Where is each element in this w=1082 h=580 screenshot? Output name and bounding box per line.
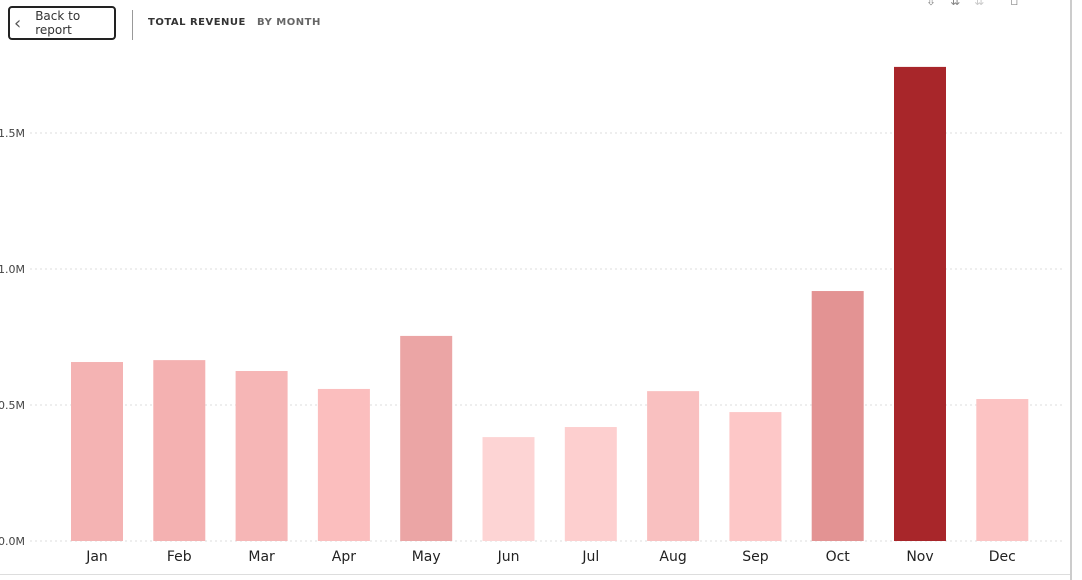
bar-sep[interactable]: [729, 412, 782, 541]
x-tick-label: Dec: [989, 549, 1016, 565]
x-tick-label: May: [412, 549, 441, 565]
y-tick-label: 1.5M: [0, 127, 25, 140]
x-tick-label: Mar: [248, 549, 275, 565]
visual-toolbar: ⇩ ⇊ ⇊ ▫: [906, 0, 1018, 8]
back-label: Back to report: [35, 9, 81, 37]
bar-dec[interactable]: [976, 399, 1029, 541]
bar-jan[interactable]: [71, 362, 123, 541]
chart-title: TOTAL REVENUE: [148, 17, 246, 28]
back-to-report-button[interactable]: ‹ Back to report: [8, 6, 116, 40]
bar-aug[interactable]: [647, 391, 700, 541]
bar-oct[interactable]: [811, 291, 864, 541]
bar-mar[interactable]: [235, 371, 288, 541]
expand-all-icon[interactable]: ⇊: [974, 0, 985, 8]
x-tick-label: Sep: [742, 549, 769, 565]
bar-nov[interactable]: [894, 66, 946, 542]
y-tick-label: 0.0M: [0, 535, 25, 548]
divider: [132, 10, 133, 40]
bar-jul[interactable]: [564, 427, 617, 541]
y-tick-label: 1.0M: [0, 263, 25, 276]
x-tick-label: Apr: [332, 549, 356, 565]
chart-subtitle: BY MONTH: [257, 17, 321, 28]
x-tick-label: Nov: [906, 549, 933, 565]
bar-jun[interactable]: [482, 437, 535, 541]
chevron-left-icon: ‹: [14, 12, 22, 34]
bottom-border: [0, 574, 1070, 575]
bar-apr[interactable]: [317, 388, 370, 541]
x-tick-label: Jul: [581, 549, 599, 565]
x-tick-label: Aug: [659, 549, 686, 565]
focus-icon[interactable]: ▫: [1010, 0, 1019, 8]
pane-border: [1070, 0, 1072, 580]
x-tick-label: Feb: [167, 549, 192, 565]
x-tick-label: Oct: [826, 549, 851, 565]
x-tick-label: Jan: [85, 549, 108, 565]
y-tick-label: 0.5M: [0, 399, 25, 412]
bar-feb[interactable]: [153, 360, 206, 541]
drill-icon[interactable]: ⇩: [926, 0, 937, 8]
x-tick-label: Jun: [497, 549, 520, 565]
bar-may[interactable]: [400, 335, 453, 541]
expand-down-icon[interactable]: ⇊: [950, 0, 961, 8]
